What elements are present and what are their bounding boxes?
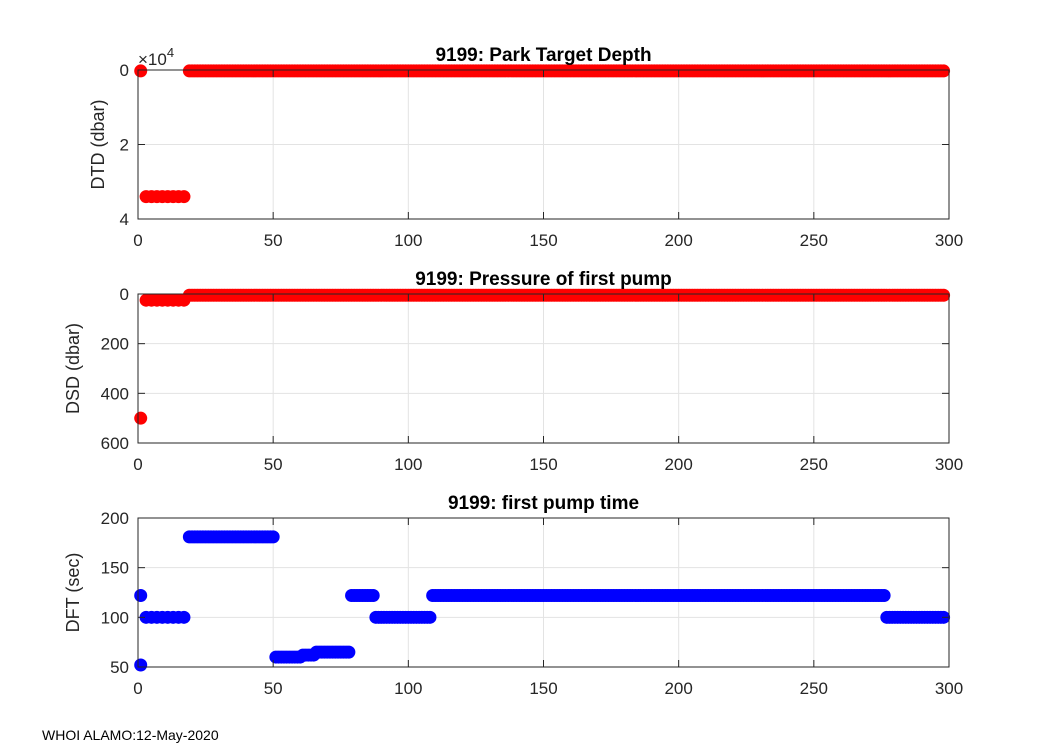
x-tick-label: 50 (264, 231, 283, 250)
chart-title: 9199: first pump time (448, 493, 639, 514)
y-tick-label: 0 (120, 285, 129, 304)
x-tick-label: 150 (529, 455, 557, 474)
y-tick-label: 2 (120, 136, 129, 155)
x-tick-label: 250 (800, 231, 828, 250)
y-tick-label: 400 (101, 384, 129, 403)
x-tick-label: 200 (664, 231, 692, 250)
x-tick-label: 100 (394, 455, 422, 474)
x-tick-label: 150 (529, 679, 557, 698)
chart-park-target-depth: 0 50 100 150 200 250 300 0 2 4 DTD (dbar) ×104 9199:… (88, 45, 963, 250)
data-point (134, 588, 148, 602)
x-tick-label: 200 (664, 679, 692, 698)
y-tick-label: 100 (101, 608, 129, 627)
chart-title: 9199: Park Target Depth (435, 45, 651, 66)
x-tick-label: 250 (800, 455, 828, 474)
data-point (423, 610, 437, 624)
y-axis-label: DFT (sec) (63, 553, 83, 633)
y-axis-label: DTD (dbar) (88, 99, 108, 189)
data-point (177, 190, 191, 204)
x-tick-label: 200 (664, 455, 692, 474)
data-point (134, 658, 148, 672)
chart-pressure-first-pump: 0 50 100 150 200 250 300 0 200 400 600 DSD (dbar) 91… (63, 269, 963, 474)
footer-label: WHOI ALAMO:12-May-2020 (42, 727, 219, 743)
x-tick-label: 150 (529, 231, 557, 250)
x-tick-label: 250 (800, 679, 828, 698)
y-tick-label: 150 (101, 559, 129, 578)
x-tick-label: 50 (264, 455, 283, 474)
data-point (937, 64, 951, 78)
x-tick-label: 300 (935, 455, 963, 474)
data-point (177, 610, 191, 624)
y-tick-label: 50 (110, 658, 129, 677)
y-exponent-label: ×104 (138, 45, 174, 69)
y-tick-label: 600 (101, 434, 129, 453)
x-tick-label: 0 (133, 231, 142, 250)
data-point (937, 288, 951, 302)
y-tick-label: 0 (120, 61, 129, 80)
data-point (134, 64, 148, 78)
data-point (366, 588, 380, 602)
chart-title: 9199: Pressure of first pump (415, 269, 672, 290)
data-point (134, 411, 148, 425)
x-tick-label: 50 (264, 679, 283, 698)
y-axis-label: DSD (dbar) (63, 323, 83, 414)
y-tick-label: 200 (101, 509, 129, 528)
y-exponent-power: 4 (167, 45, 174, 60)
x-tick-label: 100 (394, 679, 422, 698)
y-tick-label: 4 (120, 210, 129, 229)
x-tick-label: 300 (935, 679, 963, 698)
y-tick-label: 200 (101, 335, 129, 354)
x-tick-label: 300 (935, 231, 963, 250)
x-tick-label: 100 (394, 231, 422, 250)
data-point (877, 588, 891, 602)
data-point (342, 645, 356, 659)
x-tick-label: 0 (133, 455, 142, 474)
data-point (266, 530, 280, 544)
x-tick-label: 0 (133, 679, 142, 698)
